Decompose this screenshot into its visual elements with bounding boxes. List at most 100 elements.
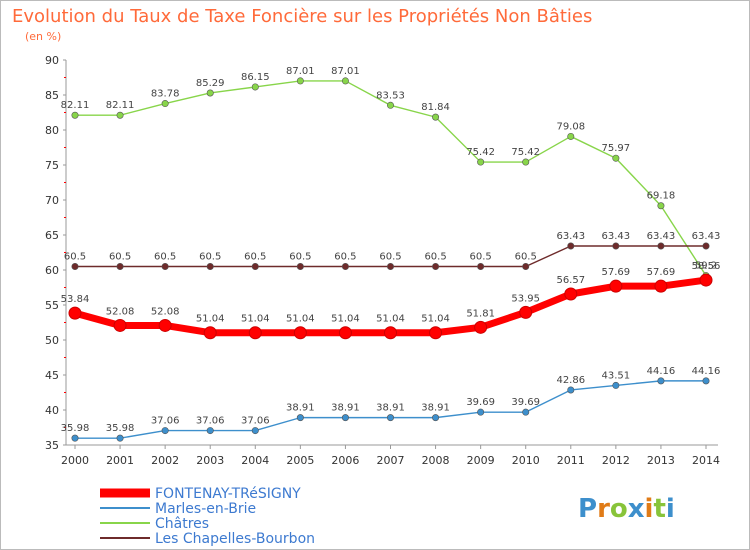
data-point xyxy=(116,434,124,442)
legend-label: Marles-en-Brie xyxy=(155,501,256,517)
data-label: 43.51 xyxy=(602,370,631,381)
data-point xyxy=(609,279,623,293)
data-point xyxy=(161,262,169,270)
x-tick-label: 2000 xyxy=(61,454,89,467)
data-label: 63.43 xyxy=(692,231,721,242)
data-label: 38.91 xyxy=(376,403,405,414)
y-tick-label: 45 xyxy=(45,369,59,382)
data-label: 85.29 xyxy=(196,78,225,89)
data-label: 35.98 xyxy=(61,423,90,434)
data-label: 51.04 xyxy=(421,314,450,325)
data-label: 51.04 xyxy=(331,314,360,325)
data-label: 60.5 xyxy=(64,252,86,263)
data-label: 38.91 xyxy=(286,403,315,414)
data-label: 37.06 xyxy=(151,416,180,427)
data-label: 53.84 xyxy=(61,294,90,305)
data-point xyxy=(386,101,394,109)
chart-title: Evolution du Taux de Taxe Foncière sur l… xyxy=(12,6,592,27)
x-tick-label: 2005 xyxy=(286,454,314,467)
data-point xyxy=(296,414,304,422)
data-label: 53.95 xyxy=(511,293,540,304)
data-label: 87.01 xyxy=(331,66,360,77)
data-point xyxy=(71,262,79,270)
data-point xyxy=(477,158,485,166)
data-point xyxy=(657,242,665,250)
logo-letter: i xyxy=(666,494,675,524)
data-point xyxy=(71,111,79,119)
data-label: 63.43 xyxy=(602,231,631,242)
x-tick-label: 2011 xyxy=(557,454,585,467)
data-point xyxy=(386,414,394,422)
data-label: 51.04 xyxy=(241,314,270,325)
y-tick-label: 35 xyxy=(45,439,59,452)
data-label: 75.42 xyxy=(511,147,540,158)
logo-letter: P xyxy=(578,494,597,524)
logo-letter: x xyxy=(628,494,645,524)
data-label: 37.06 xyxy=(241,416,270,427)
data-point xyxy=(702,377,710,385)
data-label: 87.01 xyxy=(286,66,315,77)
y-tick-label: 80 xyxy=(45,124,59,137)
data-label: 51.04 xyxy=(376,314,405,325)
data-label: 44.16 xyxy=(692,366,721,377)
data-label: 51.04 xyxy=(196,314,225,325)
data-point xyxy=(341,414,349,422)
legend-label: Châtres xyxy=(155,516,209,532)
data-label: 60.5 xyxy=(470,252,492,263)
data-point xyxy=(113,318,127,332)
x-tick-label: 2013 xyxy=(647,454,675,467)
data-point xyxy=(296,77,304,85)
y-tick-label: 70 xyxy=(45,194,59,207)
data-label: 60.5 xyxy=(379,252,401,263)
logo-letter: t xyxy=(653,494,665,524)
series-2: 60.5 60.5 60.5 60.5 60.5 60.5 60.5 60.5 60.5 60.5… xyxy=(64,231,720,270)
data-point xyxy=(432,262,440,270)
data-point xyxy=(699,273,713,287)
data-point xyxy=(161,427,169,435)
y-tick-label: 75 xyxy=(45,159,59,172)
data-label: 37.06 xyxy=(196,416,225,427)
y-tick-label: 55 xyxy=(45,299,59,312)
data-point xyxy=(158,318,172,332)
data-point xyxy=(702,242,710,250)
data-point xyxy=(519,305,533,319)
data-point xyxy=(522,408,530,416)
data-label: 39.69 xyxy=(466,397,495,408)
logo-letter: i xyxy=(645,494,654,524)
data-point xyxy=(522,262,530,270)
x-tick-label: 2008 xyxy=(422,454,450,467)
data-point xyxy=(477,408,485,416)
data-label: 58.56 xyxy=(692,261,721,272)
data-label: 75.42 xyxy=(466,147,495,158)
series-1: 82.11 82.11 83.78 85.29 86.15 87.01 87.01 83.53… xyxy=(61,66,717,280)
data-point xyxy=(432,414,440,422)
legend-label: FONTENAY-TRéSIGNY xyxy=(155,486,301,502)
data-point xyxy=(251,262,259,270)
data-label: 69.18 xyxy=(647,191,676,202)
y-tick-label: 40 xyxy=(45,404,59,417)
data-label: 79.08 xyxy=(556,121,585,132)
data-label: 83.53 xyxy=(376,90,405,101)
x-tick-label: 2010 xyxy=(512,454,540,467)
data-label: 81.84 xyxy=(421,102,450,113)
y-tick-label: 65 xyxy=(45,229,59,242)
x-tick-label: 2007 xyxy=(377,454,405,467)
data-point xyxy=(161,100,169,108)
data-label: 83.78 xyxy=(151,89,180,100)
data-point xyxy=(612,381,620,389)
data-point xyxy=(567,386,575,394)
y-tick-label: 90 xyxy=(45,54,59,67)
data-label: 59.2 xyxy=(695,261,717,272)
data-point xyxy=(248,326,262,340)
data-point xyxy=(477,262,485,270)
logo-letter: r xyxy=(597,494,610,524)
legend-label: Les Chapelles-Bourbon xyxy=(155,531,315,547)
data-point xyxy=(341,77,349,85)
data-point xyxy=(206,427,214,435)
plot-area: 35 40 45 50 55 60 65 70 75 80 85 90 2000 2001 2002 2003… xyxy=(45,54,720,467)
data-label: 82.11 xyxy=(61,100,90,111)
data-label: 52.08 xyxy=(106,306,135,317)
data-point xyxy=(474,320,488,334)
